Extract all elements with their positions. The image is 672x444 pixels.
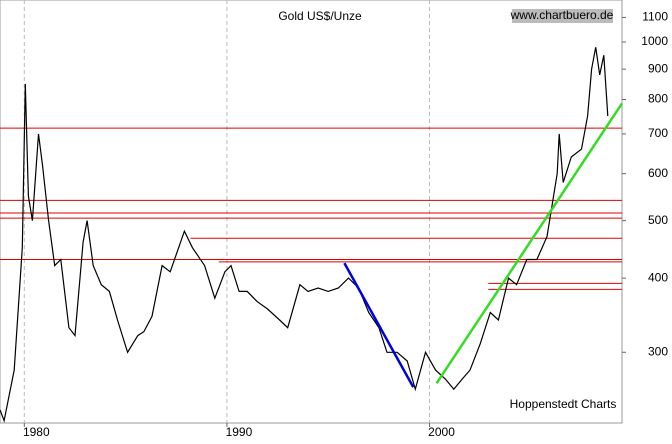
x-tick-label: 1990 (226, 425, 253, 439)
trend-line (343, 262, 415, 388)
chart-title: Gold US$/Unze (278, 9, 362, 23)
plot-frame (0, 0, 623, 424)
y-tick-label: 600 (648, 166, 668, 180)
y-tick-label: 400 (648, 270, 668, 284)
trend-line (435, 102, 624, 384)
y-tick-label: 900 (648, 61, 668, 75)
y-tick-label: 300 (648, 344, 668, 358)
source-bg (512, 9, 613, 23)
credit: Hoppenstedt Charts (510, 397, 617, 411)
x-tick-label: 2000 (428, 425, 455, 439)
y-tick-label: 1000 (641, 34, 668, 48)
source: www.chartbuero.de (510, 8, 614, 22)
price-line (0, 47, 609, 423)
x-tick-label: 1980 (23, 425, 50, 439)
y-tick-label: 800 (648, 92, 668, 106)
y-tick-label: 700 (648, 126, 668, 140)
y-tick-label: 1100 (642, 10, 668, 24)
y-tick-label: 500 (648, 213, 668, 227)
